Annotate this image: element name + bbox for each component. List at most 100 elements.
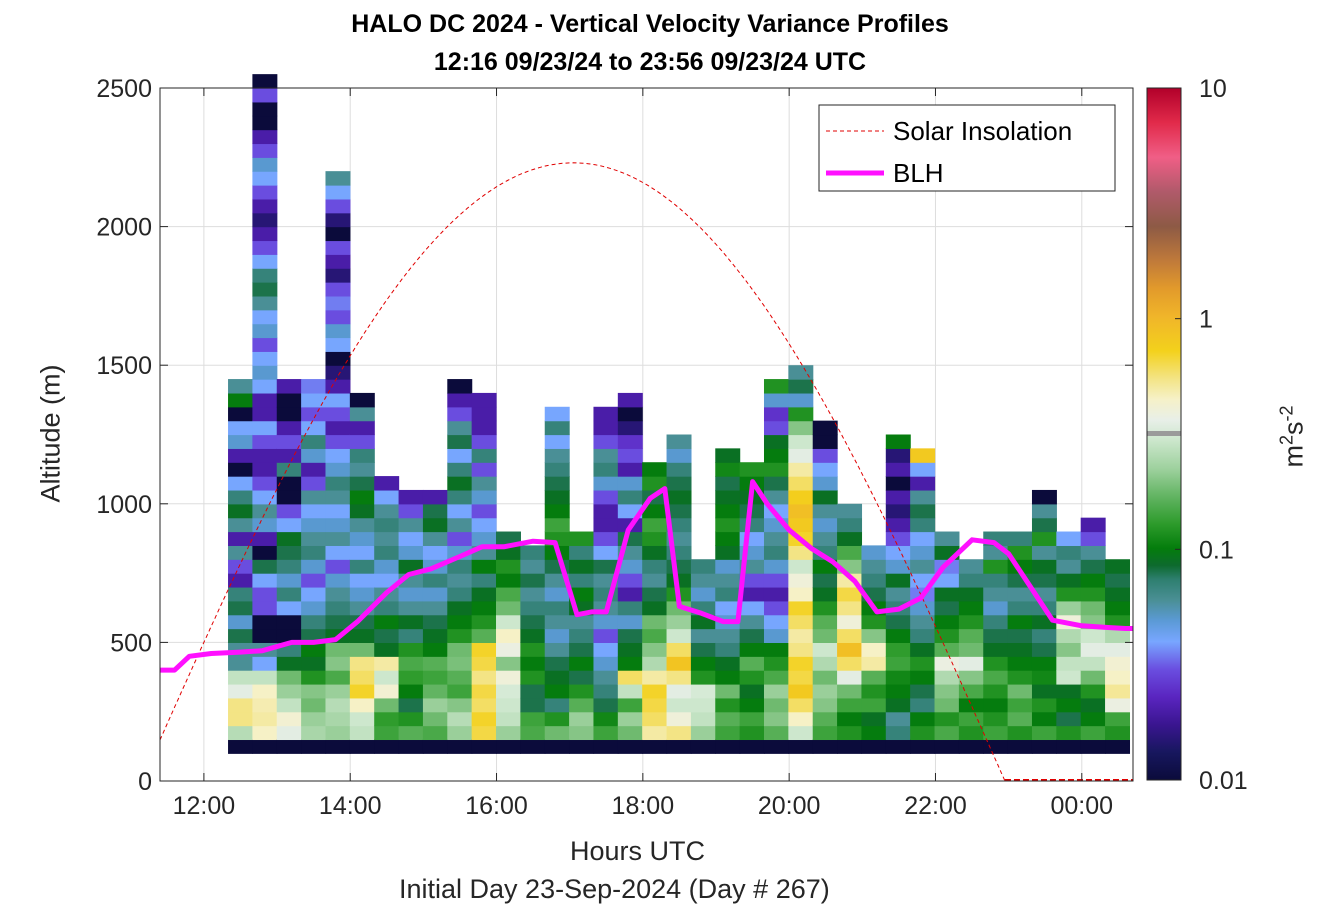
- heatmap-cell: [252, 656, 278, 671]
- heatmap-cell: [763, 531, 789, 546]
- heatmap-cell: [520, 711, 546, 727]
- heatmap-cell: [252, 171, 278, 186]
- heatmap-cell: [374, 489, 400, 505]
- heatmap-cell: [763, 448, 789, 463]
- heatmap-cell: [349, 697, 375, 713]
- heatmap-cell: [252, 697, 278, 713]
- heatmap-cell: [569, 697, 595, 713]
- heatmap-cell: [301, 434, 327, 449]
- heatmap-cell: [544, 517, 570, 533]
- heatmap-cell: [252, 476, 278, 491]
- heatmap-cell: [228, 406, 253, 422]
- heatmap-cell: [252, 88, 278, 103]
- heatmap-cell: [885, 573, 911, 588]
- heatmap-cell: [910, 545, 936, 560]
- heatmap-cell: [228, 379, 253, 394]
- heatmap-cell: [544, 600, 570, 616]
- heatmap-cell: [252, 559, 278, 574]
- heatmap-cell: [422, 600, 448, 616]
- heatmap-cell: [910, 517, 936, 533]
- heatmap-cell: [763, 476, 789, 491]
- heatmap-cell: [374, 697, 400, 713]
- heatmap-cell: [544, 697, 570, 713]
- heatmap-cell: [301, 559, 327, 574]
- heatmap-cell: [885, 697, 911, 713]
- heatmap-cell: [617, 725, 643, 741]
- heatmap-cell: [228, 725, 253, 741]
- heatmap-cell: [496, 628, 521, 643]
- heatmap-cell: [374, 476, 400, 491]
- heatmap-cell: [983, 739, 1009, 754]
- heatmap-cell: [1007, 642, 1033, 657]
- heatmap-cell: [690, 739, 716, 754]
- heatmap-cell: [958, 711, 984, 727]
- heatmap-cell: [422, 656, 448, 671]
- heatmap-cell: [569, 586, 595, 602]
- heatmap-cell: [496, 739, 521, 754]
- heatmap-cell: [861, 656, 887, 671]
- heatmap-cell: [520, 628, 546, 643]
- heatmap-cell: [252, 725, 278, 741]
- heatmap-cell: [958, 642, 984, 657]
- heatmap-cell: [544, 642, 570, 657]
- heatmap-cell: [398, 628, 424, 643]
- heatmap-cell: [666, 670, 692, 685]
- heatmap-cell: [520, 725, 546, 741]
- heatmap-cell: [301, 503, 327, 519]
- heatmap-cell: [252, 365, 278, 380]
- heatmap-cell: [325, 226, 351, 242]
- heatmap-cell: [228, 670, 253, 685]
- heatmap-cell: [569, 683, 595, 699]
- heatmap-cell: [739, 517, 765, 533]
- heatmap-cell: [349, 406, 375, 422]
- heatmap-cell: [447, 586, 473, 602]
- heatmap-cell: [301, 600, 327, 616]
- heatmap-cell: [1031, 559, 1057, 574]
- heatmap-cell: [252, 254, 278, 269]
- heatmap-cell: [1031, 739, 1057, 754]
- heatmap-cell: [885, 725, 911, 741]
- heatmap-cell: [593, 489, 619, 505]
- heatmap-cell: [788, 476, 814, 491]
- heatmap-cell: [228, 531, 253, 546]
- heatmap-cell: [1056, 628, 1082, 643]
- heatmap-cell: [325, 309, 351, 325]
- heatmap-cell: [666, 448, 692, 463]
- heatmap-cell: [983, 628, 1009, 643]
- x-tick-label: 20:00: [758, 792, 821, 820]
- heatmap-cell: [617, 531, 643, 546]
- heatmap-cell: [1007, 739, 1033, 754]
- heatmap-cell: [447, 392, 473, 408]
- heatmap-cell: [812, 489, 838, 505]
- heatmap-cell: [837, 586, 863, 602]
- heatmap-cell: [1007, 531, 1033, 546]
- heatmap-cell: [788, 462, 814, 477]
- heatmap-cell: [739, 642, 765, 657]
- heatmap-cell: [325, 420, 351, 436]
- heatmap-cell: [569, 573, 595, 588]
- axes-box: [159, 87, 1134, 782]
- heatmap-cell: [447, 420, 473, 436]
- heatmap-cell: [666, 462, 692, 477]
- heatmap-cell: [690, 711, 716, 727]
- heatmap-cell: [1056, 711, 1082, 727]
- heatmap-cell: [763, 614, 789, 630]
- heatmap-cell: [1007, 586, 1033, 602]
- heatmap-cell: [398, 600, 424, 616]
- heatmap-cell: [617, 656, 643, 671]
- heatmap-cell: [958, 573, 984, 588]
- heatmap-cell: [617, 739, 643, 754]
- heatmap-cell: [228, 420, 253, 436]
- heatmap-cell: [1056, 586, 1082, 602]
- heatmap-cell: [910, 670, 936, 685]
- heatmap-cell: [374, 642, 400, 657]
- heatmap-cell: [325, 434, 351, 449]
- heatmap-cell: [544, 448, 570, 463]
- heatmap-cell: [447, 739, 473, 754]
- heatmap-cell: [763, 573, 789, 588]
- heatmap-cell: [422, 670, 448, 685]
- heatmap-cell: [276, 462, 302, 477]
- heatmap-cell: [837, 531, 863, 546]
- heatmap-cell: [885, 670, 911, 685]
- heatmap-cell: [1056, 739, 1082, 754]
